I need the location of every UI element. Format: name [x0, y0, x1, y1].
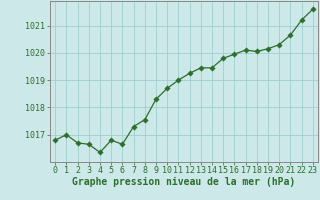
X-axis label: Graphe pression niveau de la mer (hPa): Graphe pression niveau de la mer (hPa) — [72, 177, 296, 187]
